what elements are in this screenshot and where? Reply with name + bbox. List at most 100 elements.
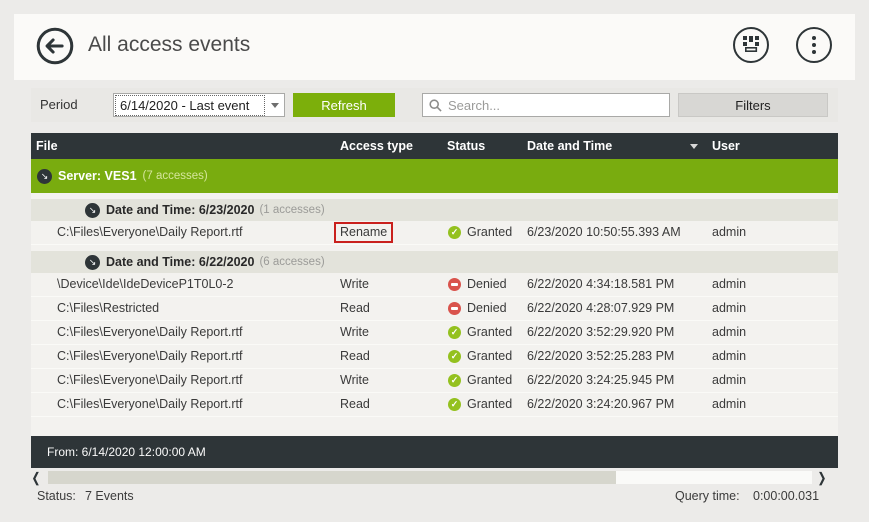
file-cell: C:\Files\Everyone\Daily Report.rtf	[57, 225, 243, 239]
datetime-cell: 6/22/2020 4:34:18.581 PM	[527, 277, 675, 291]
period-dropdown-value: 6/14/2020 - Last event	[115, 94, 265, 116]
search-input[interactable]	[446, 96, 669, 114]
datetime-cell: 6/22/2020 3:52:29.920 PM	[527, 325, 675, 339]
access-type-cell: Write	[340, 277, 369, 291]
status-icon	[448, 374, 461, 387]
grid-layout-icon	[743, 35, 759, 55]
search-icon	[429, 98, 442, 112]
user-cell: admin	[712, 277, 747, 291]
user-cell: admin	[712, 325, 747, 339]
table-header-row: File Access type Status Date and Time Us…	[31, 133, 838, 159]
server-group-label: Server: VES1	[58, 169, 137, 183]
scrollbar-track[interactable]	[48, 471, 812, 484]
collapse-arrow-icon[interactable]	[37, 168, 52, 184]
events-table: File Access type Status Date and Time Us…	[31, 133, 838, 468]
group-header-row[interactable]: Date and Time: 6/22/2020 (6 accesses)	[31, 251, 838, 273]
datetime-cell: 6/22/2020 3:24:25.945 PM	[527, 373, 675, 387]
datetime-cell: 6/22/2020 4:28:07.929 PM	[527, 301, 675, 315]
sort-descending-icon[interactable]	[690, 144, 698, 149]
server-group-count: (7 accesses)	[142, 170, 208, 182]
file-cell: \Device\Ide\IdeDeviceP1T0L0-2	[57, 277, 234, 291]
file-cell: C:\Files\Everyone\Daily Report.rtf	[57, 325, 243, 339]
server-group-row[interactable]: Server: VES1 (7 accesses)	[31, 159, 838, 193]
column-header-date-time[interactable]: Date and Time	[527, 139, 613, 153]
table-row[interactable]: C:\Files\Restricted Read Denied 6/22/202…	[31, 297, 838, 321]
access-type-cell: Write	[340, 373, 369, 387]
file-cell: C:\Files\Everyone\Daily Report.rtf	[57, 349, 243, 363]
user-cell: admin	[712, 397, 747, 411]
query-time-label: Query time:	[675, 489, 740, 503]
table-row[interactable]: \Device\Ide\IdeDeviceP1T0L0-2 Write Deni…	[31, 273, 838, 297]
access-type-cell: Write	[340, 325, 369, 339]
status-cell: Granted	[448, 369, 512, 392]
access-type-cell: Read	[340, 397, 370, 411]
horizontal-scrollbar: ❬ ❭	[0, 470, 869, 486]
table-row[interactable]: C:\Files\Everyone\Daily Report.rtf Read …	[31, 345, 838, 369]
access-type-cell: Rename	[334, 221, 394, 244]
user-cell: admin	[712, 225, 747, 239]
group-count: (1 accesses)	[259, 204, 325, 216]
period-dropdown[interactable]: 6/14/2020 - Last event	[113, 93, 285, 117]
status-icon	[448, 226, 461, 239]
collapse-arrow-icon[interactable]	[85, 254, 100, 270]
period-label: Period	[40, 97, 78, 112]
group-label: Date and Time: 6/22/2020	[106, 255, 255, 269]
column-header-user[interactable]: User	[712, 139, 740, 153]
table-row[interactable]: C:\Files\Everyone\Daily Report.rtf Renam…	[31, 221, 838, 245]
status-icon	[448, 302, 461, 315]
status-cell: Denied	[448, 273, 507, 296]
back-button[interactable]	[36, 27, 74, 65]
from-range-bar: From: 6/14/2020 12:00:00 AM	[31, 436, 838, 468]
table-row[interactable]: C:\Files\Everyone\Daily Report.rtf Read …	[31, 393, 838, 417]
status-icon	[448, 326, 461, 339]
access-type-cell: Read	[340, 349, 370, 363]
access-type-cell: Read	[340, 301, 370, 315]
status-cell: Granted	[448, 221, 512, 244]
user-cell: admin	[712, 349, 747, 363]
more-options-button[interactable]	[796, 27, 832, 63]
table-row[interactable]: C:\Files\Everyone\Daily Report.rtf Write…	[31, 321, 838, 345]
column-header-access-type[interactable]: Access type	[340, 139, 413, 153]
status-label: Status:	[37, 489, 76, 503]
user-cell: admin	[712, 301, 747, 315]
group-count: (6 accesses)	[259, 256, 325, 268]
table-body: Server: VES1 (7 accesses) Date and Time:…	[31, 159, 838, 436]
status-cell: Granted	[448, 393, 512, 416]
column-header-file[interactable]: File	[36, 139, 58, 153]
status-cell: Granted	[448, 321, 512, 344]
user-cell: admin	[712, 373, 747, 387]
datetime-cell: 6/22/2020 3:24:20.967 PM	[527, 397, 675, 411]
collapse-arrow-icon[interactable]	[85, 202, 100, 218]
filter-toolbar: Period 6/14/2020 - Last event Refresh Fi…	[31, 88, 838, 122]
status-bar: Status: 7 Events Query time: 0:00:00.031	[0, 486, 869, 506]
status-value: 7 Events	[85, 489, 134, 503]
datetime-cell: 6/23/2020 10:50:55.393 AM	[527, 225, 681, 239]
query-time-value: 0:00:00.031	[753, 489, 820, 503]
search-box	[422, 93, 670, 117]
datetime-cell: 6/22/2020 3:52:25.283 PM	[527, 349, 675, 363]
file-cell: C:\Files\Everyone\Daily Report.rtf	[57, 397, 243, 411]
filters-button[interactable]: Filters	[678, 93, 828, 117]
status-cell: Denied	[448, 297, 507, 320]
table-row[interactable]: C:\Files\Everyone\Daily Report.rtf Write…	[31, 369, 838, 393]
page-title: All access events	[88, 33, 251, 56]
refresh-button[interactable]: Refresh	[293, 93, 395, 117]
chevron-down-icon[interactable]	[266, 102, 284, 108]
group-header-row[interactable]: Date and Time: 6/23/2020 (1 accesses)	[31, 199, 838, 221]
column-header-status[interactable]: Status	[447, 139, 486, 153]
scrollbar-thumb[interactable]	[48, 471, 616, 484]
status-cell: Granted	[448, 345, 512, 368]
from-range-label: From: 6/14/2020 12:00:00 AM	[47, 445, 206, 459]
scroll-left-icon[interactable]: ❬	[28, 470, 44, 486]
status-icon	[448, 350, 461, 363]
vertical-ellipsis-icon	[812, 36, 816, 54]
back-arrow-icon	[36, 27, 74, 68]
choose-columns-button[interactable]	[733, 27, 769, 63]
status-icon	[448, 398, 461, 411]
file-cell: C:\Files\Restricted	[57, 301, 160, 315]
file-cell: C:\Files\Everyone\Daily Report.rtf	[57, 373, 243, 387]
group-label: Date and Time: 6/23/2020	[106, 203, 255, 217]
status-icon	[448, 278, 461, 291]
scroll-right-icon[interactable]: ❭	[814, 470, 830, 486]
